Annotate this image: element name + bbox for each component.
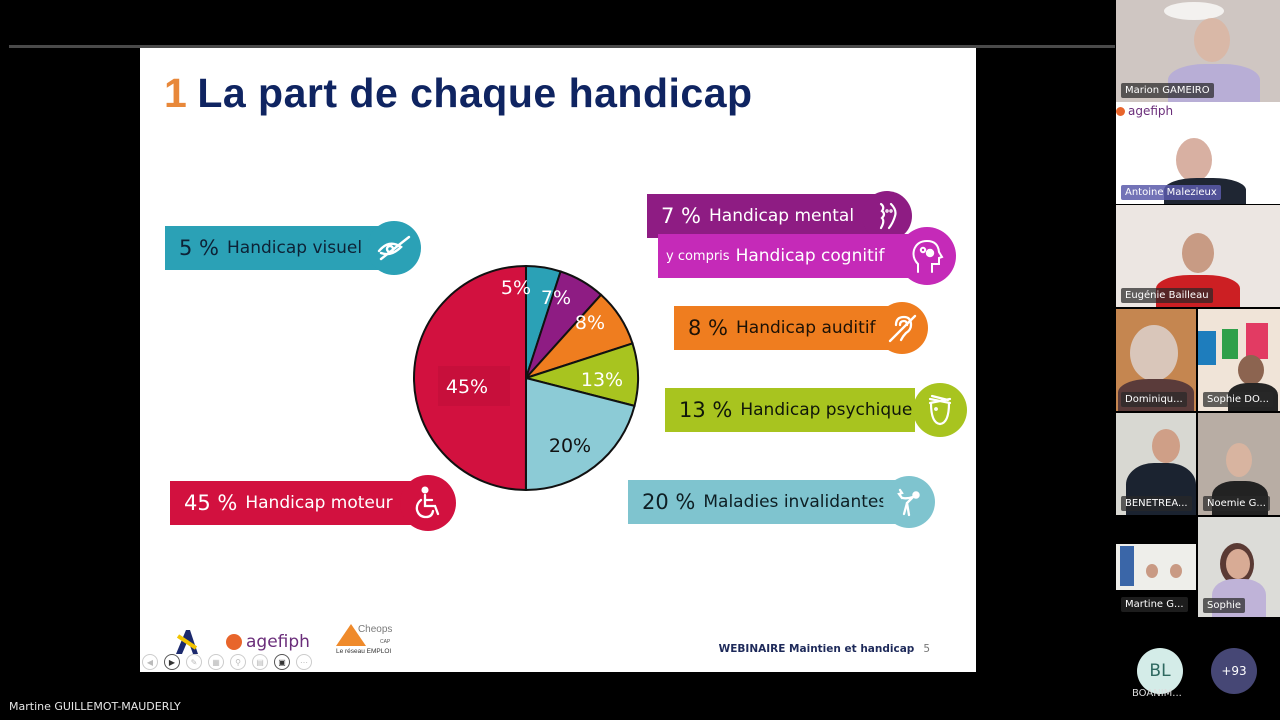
face-profile-icon: [862, 191, 912, 241]
slide-title-text: La part de chaque handicap: [197, 70, 753, 116]
see-all-slides-button[interactable]: ▦: [208, 654, 224, 670]
label-text: Handicap auditif: [736, 318, 876, 338]
subtitles-button[interactable]: ▤: [252, 654, 268, 670]
participant-name: Dominiqu...: [1121, 392, 1187, 407]
agefiph-logo-text: agefiph: [246, 632, 310, 652]
slide-title: 1 La part de chaque handicap: [164, 70, 753, 117]
more-options-button[interactable]: ⋯: [296, 654, 312, 670]
label-text: Handicap moteur: [245, 493, 393, 513]
label-prefix: y compris: [666, 248, 730, 264]
ministry-logo: [176, 630, 198, 654]
eye-crossed-icon: [367, 221, 421, 275]
label-auditif: 8 % Handicap auditif: [674, 302, 928, 354]
participant-name-active: Antoine Malezieux: [1121, 185, 1221, 200]
participant-tile[interactable]: Noemie G...: [1198, 413, 1280, 515]
label-mental: 7 % Handicap mental: [647, 191, 912, 241]
participant-tile[interactable]: agefiph Antoine Malezieux: [1116, 102, 1280, 204]
shared-slide: 1 La part de chaque handicap 5 % Handicap…: [140, 48, 976, 672]
label-pct: 20 %: [642, 490, 696, 514]
pen-tool-button[interactable]: ✎: [186, 654, 202, 670]
cheops-logo: Cheops CAP Le réseau EMPLOI: [335, 622, 400, 662]
pie-chart-svg: 5% 7% 8% 13% 20% 45%: [412, 264, 639, 492]
participant-name: BENETREA...: [1121, 496, 1192, 511]
camera-button[interactable]: ▣: [274, 654, 290, 670]
label-text: Handicap mental: [709, 206, 855, 226]
cheops-cap-text: CAP: [379, 639, 391, 645]
label-text: Handicap cognitif: [735, 246, 885, 266]
ear-crossed-icon: [876, 302, 928, 354]
label-visuel: 5 % Handicap visuel: [165, 221, 421, 275]
pie-label-moteur: 45%: [446, 376, 488, 398]
footer-logos: agefiph Cheops CAP Le réseau EMPLOI: [174, 620, 400, 664]
participant-name: Noemie G...: [1203, 496, 1270, 511]
label-cognitif: y compris Handicap cognitif: [658, 227, 956, 285]
label-pct: 45 %: [184, 491, 238, 515]
head-gears-icon: [898, 227, 956, 285]
agefiph-banner-text: agefiph: [1128, 104, 1174, 118]
pie-label-visuel: 5%: [501, 277, 531, 299]
participant-tile[interactable]: Sophie DO...: [1198, 309, 1280, 411]
stage-divider: [9, 45, 1115, 48]
pie-chart: 5% 7% 8% 13% 20% 45%: [410, 262, 642, 494]
participant-tile[interactable]: Eugénie Bailleau: [1116, 205, 1280, 307]
more-participants-button[interactable]: +93: [1211, 648, 1257, 694]
next-slide-button[interactable]: ▶: [164, 654, 180, 670]
slide-page-number: 5: [923, 643, 930, 655]
participant-name: Marion GAMEIRO: [1121, 83, 1214, 98]
participant-name: Martine G...: [1121, 597, 1188, 612]
agefiph-logo: agefiph: [226, 632, 310, 652]
previous-slide-button[interactable]: ◀: [142, 654, 158, 670]
participant-tile[interactable]: Martine G...: [1116, 544, 1196, 616]
pie-label-psychique: 13%: [581, 369, 623, 391]
person-pain-icon: [883, 476, 935, 528]
cheops-logo-text: Cheops: [357, 624, 393, 635]
slide-footer: WEBINAIRE Maintien et handicap 5: [719, 643, 930, 655]
participant-tile[interactable]: Marion GAMEIRO: [1116, 0, 1280, 102]
pie-slice-maladies: [524, 376, 636, 492]
participant-gallery: Marion GAMEIRO agefiph Antoine Malezieux…: [1116, 0, 1280, 720]
participant-name: Sophie: [1203, 598, 1246, 613]
slide-control-bar: ◀ ▶ ✎ ▦ ⚲ ▤ ▣ ⋯: [142, 654, 312, 670]
slide-footer-title: WEBINAIRE Maintien et handicap: [718, 643, 915, 655]
presenter-name: Martine GUILLEMOT-MAUDERLY: [9, 700, 181, 713]
wheelchair-icon: [400, 475, 456, 531]
pie-label-mental: 7%: [541, 287, 571, 309]
participant-name: Eugénie Bailleau: [1121, 288, 1213, 303]
participant-avatar[interactable]: BL: [1137, 648, 1183, 694]
label-pct: 13 %: [679, 398, 733, 422]
label-moteur: 45 % Handicap moteur: [170, 475, 456, 531]
participant-tile[interactable]: BENETREA...: [1116, 413, 1196, 515]
head-bandaged-icon: [913, 383, 967, 437]
participant-tile[interactable]: Sophie: [1198, 517, 1280, 617]
participant-tile[interactable]: Dominiqu...: [1116, 309, 1196, 411]
zoom-slide-button[interactable]: ⚲: [230, 654, 246, 670]
label-psychique: 13 % Handicap psychique: [665, 383, 967, 437]
participant-name: Sophie DO...: [1203, 392, 1273, 407]
label-text: Maladies invalidantes: [703, 492, 888, 512]
label-maladies: 20 % Maladies invalidantes: [628, 476, 935, 528]
pie-label-maladies: 20%: [549, 435, 591, 457]
label-pct: 8 %: [688, 316, 728, 340]
pie-label-auditif: 8%: [575, 312, 605, 334]
agefiph-banner: agefiph: [1116, 104, 1173, 118]
cheops-subtitle-text: Le réseau EMPLOI: [335, 648, 392, 655]
label-text: Handicap psychique: [740, 400, 913, 420]
label-pct: 5 %: [179, 236, 219, 260]
slide-title-number: 1: [164, 70, 188, 116]
participant-avatar-name: BOANIM...: [1132, 688, 1182, 699]
label-pct: 7 %: [661, 204, 701, 228]
label-text: Handicap visuel: [227, 238, 363, 258]
